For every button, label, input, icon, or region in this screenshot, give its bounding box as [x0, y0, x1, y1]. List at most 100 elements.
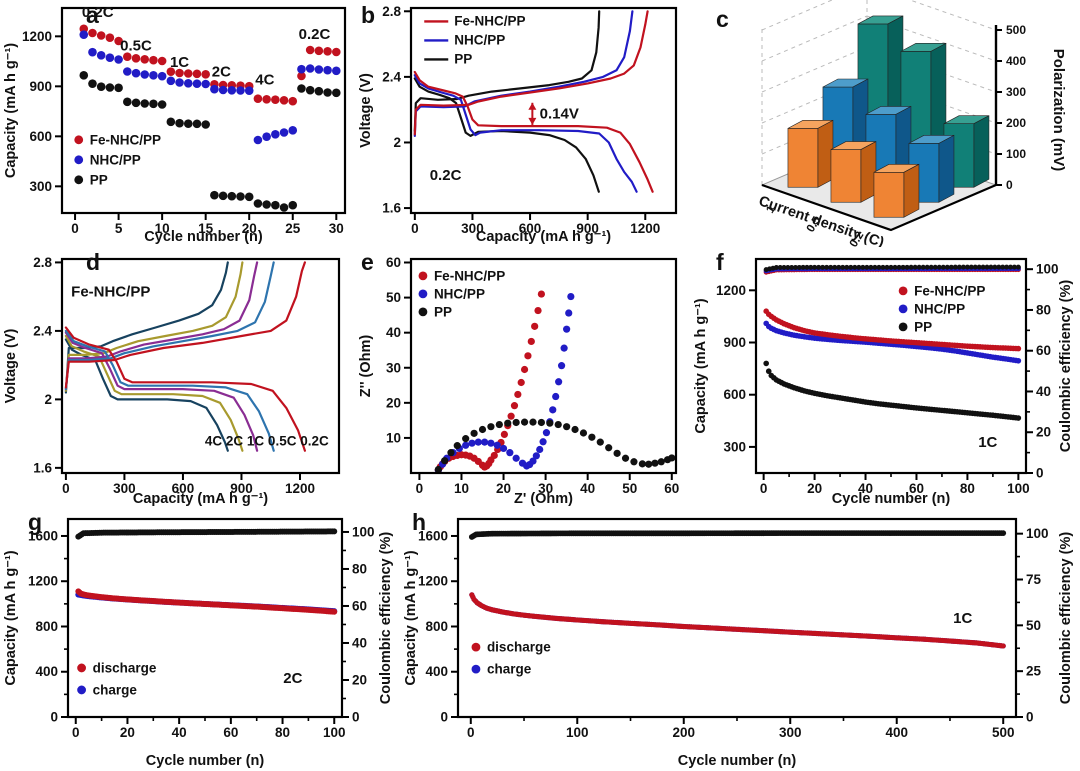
- x-axis-title: Cycle number (n): [832, 491, 951, 507]
- series-discharge: [75, 588, 338, 615]
- y-tick-label: 1200: [716, 283, 746, 298]
- x-tick-label: 50: [622, 481, 637, 496]
- y2-tick-label: 20: [352, 672, 367, 687]
- x-axis-title: Z' (Ohm): [514, 491, 573, 507]
- y-tick-label: 2: [393, 135, 401, 150]
- x-axis-title: Capacity (mA h g⁻¹): [476, 229, 611, 245]
- legend: Fe-NHC/PP NHC/PP PP: [898, 283, 985, 334]
- legend-label: discharge: [487, 640, 551, 655]
- x-axis: 0 100 200 300 400 500 Cycle number (n): [467, 717, 1014, 769]
- x-axis: 0 20 40 60 80 100 Cycle number (n): [72, 717, 346, 769]
- y2-axis-title: Coulombic efficiency (%): [378, 532, 394, 705]
- y-tick-label: 10: [386, 430, 401, 445]
- y2-axis: 0 25 50 75 100 Coulombic efficiency (%): [1016, 526, 1074, 725]
- y-tick-label: 900: [29, 79, 52, 94]
- x-tick-label: 80: [275, 725, 290, 740]
- axes-frame: [409, 257, 678, 475]
- series-area: [763, 264, 1022, 421]
- x-tick-label: 0: [62, 481, 70, 496]
- y-tick-label: 1200: [418, 574, 448, 589]
- series-discharge: [469, 592, 1006, 649]
- legend-dot-marker: [77, 663, 86, 673]
- legend: discharge charge: [471, 640, 551, 677]
- series-NHC/PP: [79, 30, 341, 145]
- axes-frame: [60, 6, 347, 215]
- annotation: Fe-NHC/PP: [71, 284, 150, 301]
- legend-label: Fe-NHC/PP: [914, 283, 985, 298]
- annotation: 1C: [170, 54, 189, 71]
- legend: Fe-NHC/PP NHC/PP PP: [74, 132, 161, 187]
- x-tick-label: 25: [285, 221, 301, 236]
- panel-h-label: h: [412, 509, 427, 535]
- z-tick-label: 100: [1006, 147, 1026, 161]
- y-tick-label: 2.4: [33, 323, 52, 338]
- y-axis-title: Z'' (Ohm): [358, 335, 374, 398]
- legend: Fe-NHC/PP NHC/PP PP: [424, 13, 526, 66]
- bar-Fe-NHC/PP-0.5: [830, 149, 862, 203]
- bar-row-Fe-NHC/PP: [787, 119, 920, 218]
- y2-axis-title: Coulombic efficiency (%): [1058, 532, 1074, 705]
- x-axis-title: Cycle number (n): [144, 229, 263, 245]
- y-tick-label: 1.6: [382, 201, 401, 216]
- y-axis: 1.6 2 2.4 2.8 Voltage (V): [358, 4, 411, 216]
- panel-g-label: g: [28, 509, 43, 535]
- y2-tick-label: 20: [1036, 425, 1051, 440]
- y2-tick-label: 100: [1036, 262, 1059, 277]
- arrow-annotation: [528, 102, 537, 125]
- legend-dot-marker: [74, 135, 84, 145]
- x-tick-label: 0: [71, 221, 79, 236]
- annotation: 4C 2C 1C 0.5C 0.2C: [205, 434, 329, 449]
- y-tick-label: 1.6: [33, 460, 52, 475]
- z-tick-label: 0: [1006, 178, 1013, 192]
- y2-axis-title: Coulombic efficiency (%): [1058, 280, 1074, 453]
- y2-tick-label: 60: [1036, 343, 1051, 358]
- x-axis-title: Capacity (mA h g⁻¹): [133, 491, 268, 507]
- x-tick-label: 300: [461, 221, 484, 236]
- z-tick-label: 400: [1006, 54, 1026, 68]
- y-tick-label: 900: [723, 335, 746, 350]
- series-efficiency: [75, 528, 338, 540]
- y-tick-label: 600: [723, 387, 746, 402]
- series-area: [413, 10, 654, 193]
- annotation: 0.2C: [82, 4, 114, 21]
- y-tick-label: 600: [29, 129, 52, 144]
- panel-b-label: b: [361, 2, 376, 28]
- series-area: [468, 530, 1007, 649]
- y-tick-label: 2.8: [382, 4, 401, 19]
- x-tick-label: 10: [155, 221, 170, 236]
- bar-Fe-NHC/PP-1: [787, 128, 819, 188]
- series-Fe-NHC/PP: [79, 24, 341, 106]
- y-tick-label: 0: [50, 710, 58, 725]
- y2-tick-label: 50: [1026, 618, 1041, 633]
- x-tick-label: 15: [198, 221, 214, 236]
- y-axis-title: Capacity (mA h g⁻¹): [3, 43, 19, 178]
- y-axis-title: Voltage (V): [3, 329, 19, 404]
- bar-Fe-NHC/PP-0.2: [873, 172, 905, 218]
- x-tick-label: 40: [858, 481, 873, 496]
- panel-d-chart: 0 300 600 900 1200 Capacity (mA h g⁻¹) 1.6 2 2.4…: [3, 255, 341, 507]
- y2-tick-label: 60: [352, 598, 367, 613]
- y-tick-label: 2.4: [382, 69, 401, 84]
- y-tick-label: 30: [386, 360, 401, 375]
- series-NHC/PP: [413, 10, 638, 193]
- legend-label: Fe-NHC/PP: [434, 268, 505, 283]
- z-tick-label: 300: [1006, 85, 1026, 99]
- legend-label: discharge: [93, 660, 157, 675]
- y-tick-label: 1600: [418, 528, 448, 543]
- x-axis: 0 20 40 60 80 100 Cycle number (n): [760, 473, 1030, 507]
- x-tick-label: 20: [496, 481, 511, 496]
- annotation: 0.2C: [430, 167, 462, 184]
- y2-tick-label: 25: [1026, 664, 1042, 679]
- z-tick-label: 500: [1006, 23, 1026, 37]
- y2-tick-label: 40: [352, 635, 367, 650]
- legend-dot-marker: [418, 307, 428, 317]
- legend: Fe-NHC/PP NHC/PP PP: [418, 268, 505, 319]
- axes-frame: [60, 257, 341, 475]
- x-tick-label: 1200: [630, 221, 660, 236]
- series-0.5C: [64, 261, 275, 452]
